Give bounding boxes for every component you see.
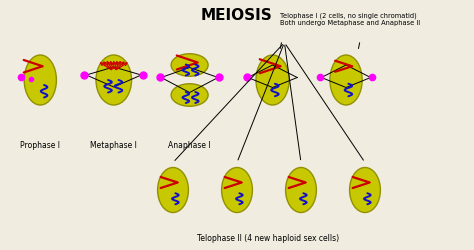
Text: Metaphase I: Metaphase I	[91, 141, 137, 150]
Text: Prophase I: Prophase I	[20, 141, 60, 150]
Ellipse shape	[350, 168, 380, 212]
Ellipse shape	[96, 55, 131, 105]
Ellipse shape	[157, 168, 188, 212]
Text: Telophase II (4 new haploid sex cells): Telophase II (4 new haploid sex cells)	[197, 234, 339, 243]
Ellipse shape	[221, 168, 252, 212]
Ellipse shape	[24, 55, 56, 105]
Ellipse shape	[171, 54, 208, 76]
Ellipse shape	[285, 168, 316, 212]
Ellipse shape	[330, 55, 362, 105]
Ellipse shape	[171, 84, 208, 106]
Ellipse shape	[256, 55, 289, 105]
Text: MEIOSIS: MEIOSIS	[201, 8, 273, 22]
Text: Telophase I (2 cells, no single chromatid)
Both undergo Metaphase and Anaphase I: Telophase I (2 cells, no single chromati…	[280, 12, 420, 26]
Text: Anaphase I: Anaphase I	[168, 141, 211, 150]
